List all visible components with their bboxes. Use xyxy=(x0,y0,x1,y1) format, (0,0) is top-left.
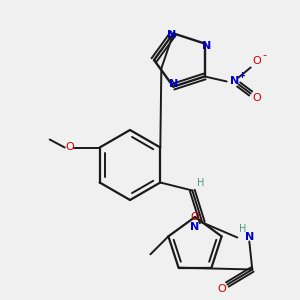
Text: H: H xyxy=(196,178,204,188)
Text: O: O xyxy=(252,94,261,103)
Text: N: N xyxy=(202,40,211,50)
Text: N: N xyxy=(169,79,178,88)
Text: +: + xyxy=(238,71,245,80)
Text: N: N xyxy=(245,232,254,242)
Text: -: - xyxy=(263,50,267,61)
Text: N: N xyxy=(190,221,199,232)
Text: O: O xyxy=(65,142,74,152)
Text: H: H xyxy=(238,224,246,235)
Text: O: O xyxy=(217,284,226,293)
Text: N: N xyxy=(230,76,239,86)
Text: N: N xyxy=(167,30,176,40)
Text: O: O xyxy=(252,56,261,67)
Text: O: O xyxy=(190,212,200,222)
